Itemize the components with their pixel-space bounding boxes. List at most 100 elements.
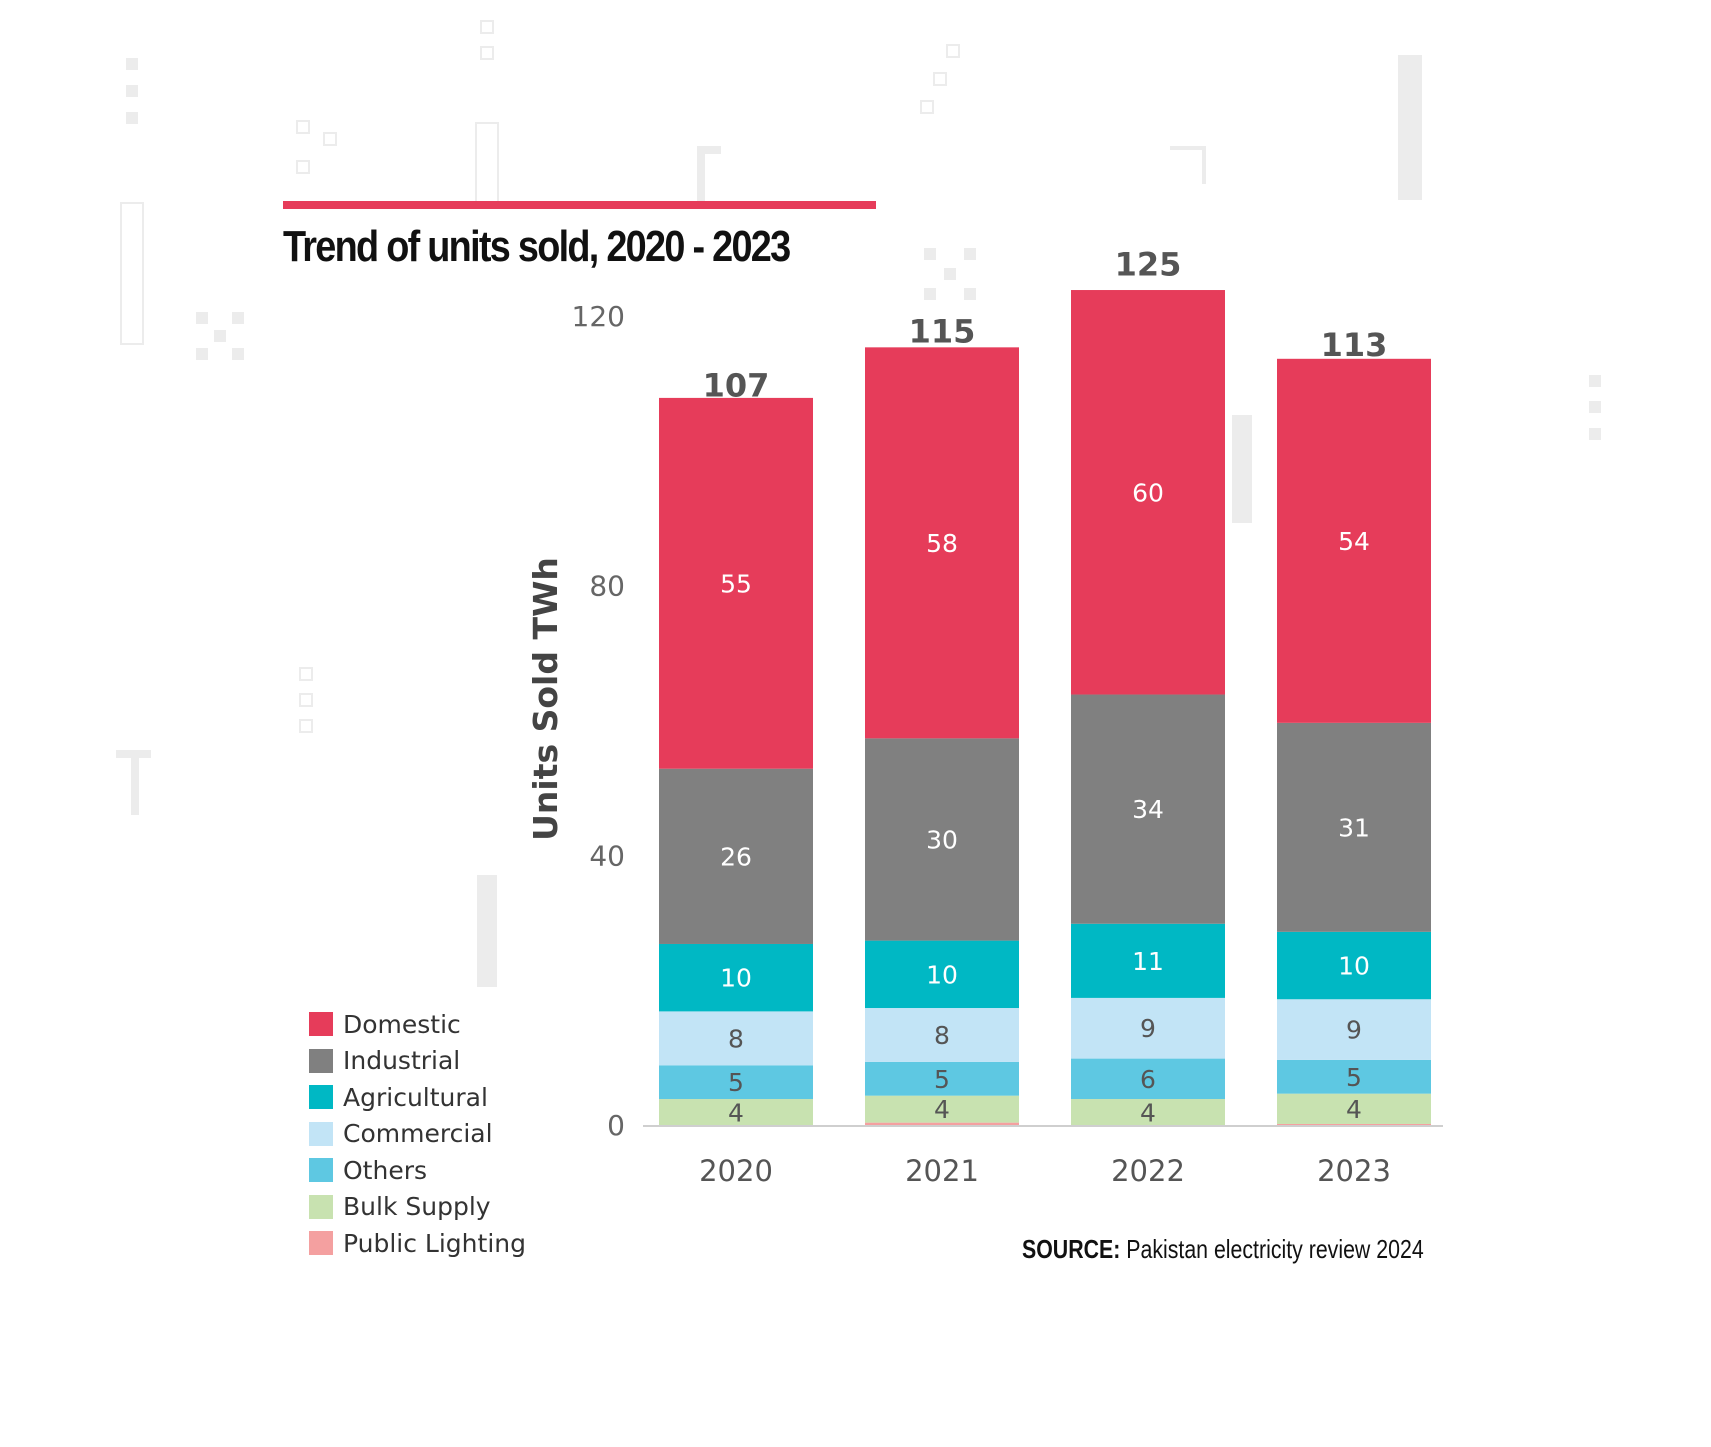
legend-item-others: Others [309, 1152, 526, 1189]
background-decoration [964, 288, 976, 300]
source-text: Pakistan electricity review 2024 [1126, 1234, 1424, 1264]
bar-segment-agricultural [1277, 931, 1431, 1000]
data-label: 9 [1346, 1016, 1362, 1045]
bar-segment-others [1277, 1059, 1431, 1094]
background-decoration [299, 693, 313, 707]
background-decoration [296, 160, 310, 174]
data-label: 26 [720, 842, 752, 871]
background-decoration [196, 312, 208, 324]
data-label: 8 [934, 1021, 950, 1050]
source-label: SOURCE: [1022, 1234, 1121, 1264]
legend-label: Public Lighting [343, 1228, 526, 1258]
bar-segment-public-lighting [865, 1122, 1019, 1126]
y-axis-title: Units Sold TWh [526, 557, 565, 841]
y-tick-label: 120 [572, 300, 625, 333]
bar-segment-bulk-supply [1277, 1093, 1431, 1124]
bar-segment-domestic [659, 397, 813, 769]
legend-item-public-lighting: Public Lighting [309, 1225, 526, 1262]
bar-segment-bulk-supply [659, 1099, 813, 1126]
bar-segment-domestic [865, 347, 1019, 739]
data-label: 5 [728, 1068, 744, 1097]
bar-segment-others [1071, 1058, 1225, 1100]
data-label: 8 [728, 1024, 744, 1053]
bars-layer [659, 290, 1431, 1126]
legend-item-bulk-supply: Bulk Supply [309, 1189, 526, 1226]
bar-segment-industrial [1071, 694, 1225, 924]
legend-item-agricultural: Agricultural [309, 1079, 526, 1116]
background-decoration [126, 58, 138, 70]
legend-item-domestic: Domestic [309, 1006, 526, 1043]
legend-swatch [309, 1231, 333, 1256]
legend-swatch [309, 1085, 333, 1110]
background-decoration [120, 202, 144, 345]
legend-label: Domestic [343, 1009, 461, 1039]
bar-segment-bulk-supply [1071, 1099, 1225, 1126]
legend-swatch [309, 1121, 333, 1146]
background-decoration [214, 330, 226, 342]
legend-swatch [309, 1012, 333, 1037]
data-label: 31 [1338, 813, 1370, 842]
legend-item-commercial: Commercial [309, 1116, 526, 1153]
data-label: 10 [1338, 952, 1370, 981]
background-decoration [933, 72, 947, 86]
legend-swatch [309, 1158, 333, 1183]
background-decoration [1589, 401, 1601, 413]
bar-segment-others [865, 1061, 1019, 1096]
bar-segment-commercial [659, 1011, 813, 1066]
background-decoration [924, 288, 936, 300]
background-decoration [964, 248, 976, 260]
legend-label: Others [343, 1155, 428, 1185]
background-decoration [1232, 415, 1252, 523]
data-label: 4 [728, 1099, 744, 1128]
background-decoration [323, 132, 337, 146]
bar-segment-industrial [1277, 722, 1431, 932]
data-label: 58 [926, 529, 958, 558]
legend-label: Bulk Supply [343, 1192, 491, 1222]
data-label: 4 [1140, 1099, 1156, 1128]
labels-layer: 4581026551072020458103058115202146911346… [699, 245, 1391, 1188]
y-tick-label: 80 [589, 570, 625, 603]
data-label: 5 [934, 1065, 950, 1094]
background-decoration [1589, 375, 1601, 387]
bar-segment-bulk-supply [865, 1095, 1019, 1123]
bar-segment-commercial [1071, 997, 1225, 1059]
bar-segment-public-lighting [1277, 1123, 1431, 1126]
title-accent-line [283, 201, 876, 209]
x-tick-label: 2022 [1111, 1154, 1185, 1188]
total-label: 115 [909, 313, 976, 351]
bar-segment-industrial [659, 768, 813, 944]
data-label: 10 [720, 964, 752, 993]
background-decoration [232, 348, 244, 360]
background-decoration [196, 348, 208, 360]
background-decoration [697, 146, 721, 154]
chart-title: Trend of units sold, 2020 - 2023 [283, 222, 791, 271]
data-label: 30 [926, 825, 958, 854]
legend-label: Commercial [343, 1119, 493, 1149]
background-decoration [924, 248, 936, 260]
x-tick-label: 2023 [1317, 1154, 1391, 1188]
background-decoration [126, 112, 138, 124]
background-decoration [920, 100, 934, 114]
data-label: 11 [1132, 947, 1164, 976]
total-label: 125 [1115, 245, 1182, 283]
bar-segment-agricultural [865, 940, 1019, 1009]
data-label: 60 [1132, 478, 1164, 507]
background-decoration [946, 44, 960, 58]
background-decoration [1589, 428, 1601, 440]
background-decoration [697, 146, 705, 204]
x-tick-label: 2020 [699, 1154, 773, 1188]
bar-segment-domestic [1277, 358, 1431, 723]
background-decoration [126, 85, 138, 97]
background-decoration [477, 875, 497, 987]
background-decoration [1170, 146, 1206, 150]
source-note: SOURCE: Pakistan electricity review 2024 [1022, 1234, 1424, 1265]
data-label: 34 [1132, 795, 1164, 824]
bar-segment-industrial [865, 738, 1019, 941]
background-decoration [480, 46, 494, 60]
x-tick-label: 2021 [905, 1154, 979, 1188]
total-label: 107 [703, 367, 770, 405]
data-label: 54 [1338, 527, 1370, 556]
data-label: 10 [926, 960, 958, 989]
background-decoration [480, 20, 494, 34]
